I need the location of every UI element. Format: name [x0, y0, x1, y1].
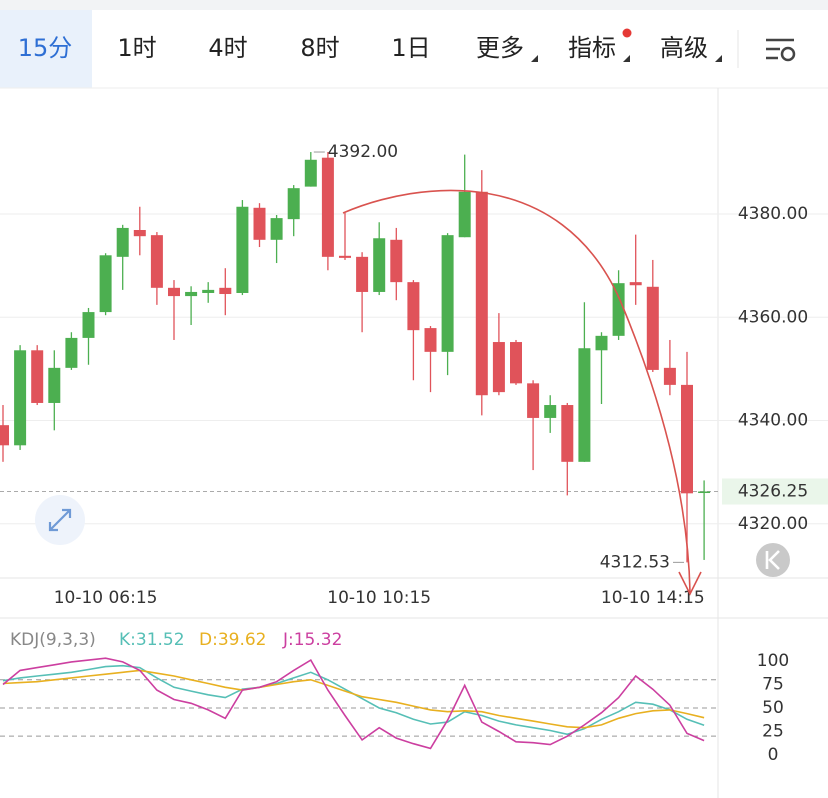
tab-label[interactable]: 4时 [208, 34, 247, 62]
candle-body [253, 207, 266, 240]
candle-body [287, 188, 300, 220]
candle-body [681, 384, 693, 494]
candle-body [99, 255, 112, 313]
candle-body [646, 286, 659, 370]
candle-body [595, 335, 608, 351]
candle-body [492, 342, 505, 393]
tab-label[interactable]: 1时 [117, 34, 156, 62]
candle-body [219, 287, 232, 295]
hand-drawn-arrow [342, 189, 691, 593]
legend-entry: J:15.32 [282, 630, 342, 650]
candle-body [407, 282, 420, 331]
y-tick-label: 50 [762, 698, 784, 718]
candle-body [133, 229, 146, 237]
candle-body [527, 383, 540, 418]
candle-body [698, 491, 711, 494]
y-tick-label: 25 [762, 721, 784, 741]
y-tick-label: 100 [757, 651, 789, 671]
tab-label[interactable]: 更多 [476, 34, 524, 62]
candle-body [578, 348, 591, 462]
x-tick-label: 10-10 10:15 [327, 588, 431, 608]
candle-body [390, 239, 403, 283]
marks: 4320.00 4340.00 4360.00 4380.00 10-10 06:15 1… [0, 142, 828, 765]
dropdown-triangle [715, 55, 722, 62]
candle-body [31, 350, 44, 403]
y-tick-label: 0 [768, 745, 779, 765]
top-strip [0, 0, 828, 10]
candle-body [612, 283, 625, 336]
arrow-head [678, 571, 702, 596]
legend-entry: D:39.62 [199, 630, 267, 650]
candle-body [0, 425, 9, 446]
toolbar [0, 10, 828, 88]
candle-body [441, 235, 454, 352]
tab-label[interactable]: 高级 [660, 34, 708, 62]
last-price-bg [722, 478, 828, 505]
candle-body [82, 312, 95, 338]
badge-dot [622, 28, 632, 38]
candle-body [236, 206, 249, 293]
candle-body [116, 227, 129, 257]
reset-button[interactable] [756, 543, 790, 577]
last-price-label: 4326.25 [738, 482, 808, 502]
candle-body [510, 342, 522, 384]
candle-body [339, 255, 351, 258]
y-tick-label: 4340.00 [738, 411, 808, 431]
candle-body [48, 367, 61, 403]
candle-body [14, 350, 27, 446]
tab-label[interactable]: 15分 [18, 34, 73, 62]
candle-body [321, 157, 334, 257]
active-tab-bg [0, 10, 92, 88]
indicator-line [2, 664, 705, 736]
candle-body [270, 218, 283, 240]
candle-body [304, 159, 317, 187]
indicator-title: KDJ(9,3,3) [10, 630, 96, 650]
indicator-line [2, 657, 705, 750]
y-tick-label: 4360.00 [738, 307, 808, 327]
candle-body [65, 337, 78, 368]
marker-label: 4392.00 [328, 142, 398, 162]
candle-body [168, 287, 180, 297]
candle-body [356, 256, 369, 292]
marker-label: 4312.53 [600, 552, 670, 572]
candle-body [561, 405, 574, 462]
candle-body [202, 289, 215, 293]
expand-button[interactable] [35, 495, 85, 545]
settings-icon[interactable] [766, 38, 796, 62]
tab-label[interactable]: 指标 [568, 34, 616, 62]
y-tick-label: 4380.00 [738, 204, 808, 224]
y-tick-label: 4320.00 [738, 514, 808, 534]
legend-entry: K:31.52 [119, 630, 185, 650]
tab-label[interactable]: 1日 [391, 34, 430, 62]
dropdown-triangle [531, 55, 538, 62]
tab-label[interactable]: 8时 [300, 34, 339, 62]
candle-body [185, 291, 198, 297]
x-tick-label: 10-10 14:15 [601, 588, 705, 608]
x-tick-label: 10-10 06:15 [54, 588, 158, 608]
indicator-line [2, 669, 705, 729]
candle-body [373, 238, 386, 292]
candle-body [544, 405, 557, 418]
candle-body [424, 328, 437, 352]
candle-body [663, 367, 676, 385]
candle-body [458, 191, 471, 238]
dropdown-triangle [623, 55, 630, 62]
candle-body [629, 282, 642, 286]
candle-body [475, 191, 488, 396]
y-tick-label: 75 [762, 674, 784, 694]
candle-body [150, 235, 163, 288]
